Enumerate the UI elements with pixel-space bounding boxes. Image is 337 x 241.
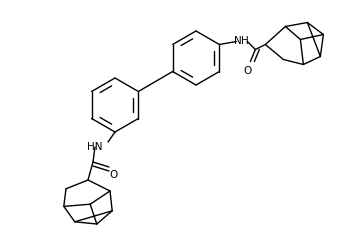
Text: O: O — [110, 170, 118, 180]
Text: HN: HN — [88, 142, 103, 152]
Text: O: O — [243, 67, 251, 76]
Text: H: H — [241, 36, 249, 47]
Text: N: N — [234, 36, 242, 47]
